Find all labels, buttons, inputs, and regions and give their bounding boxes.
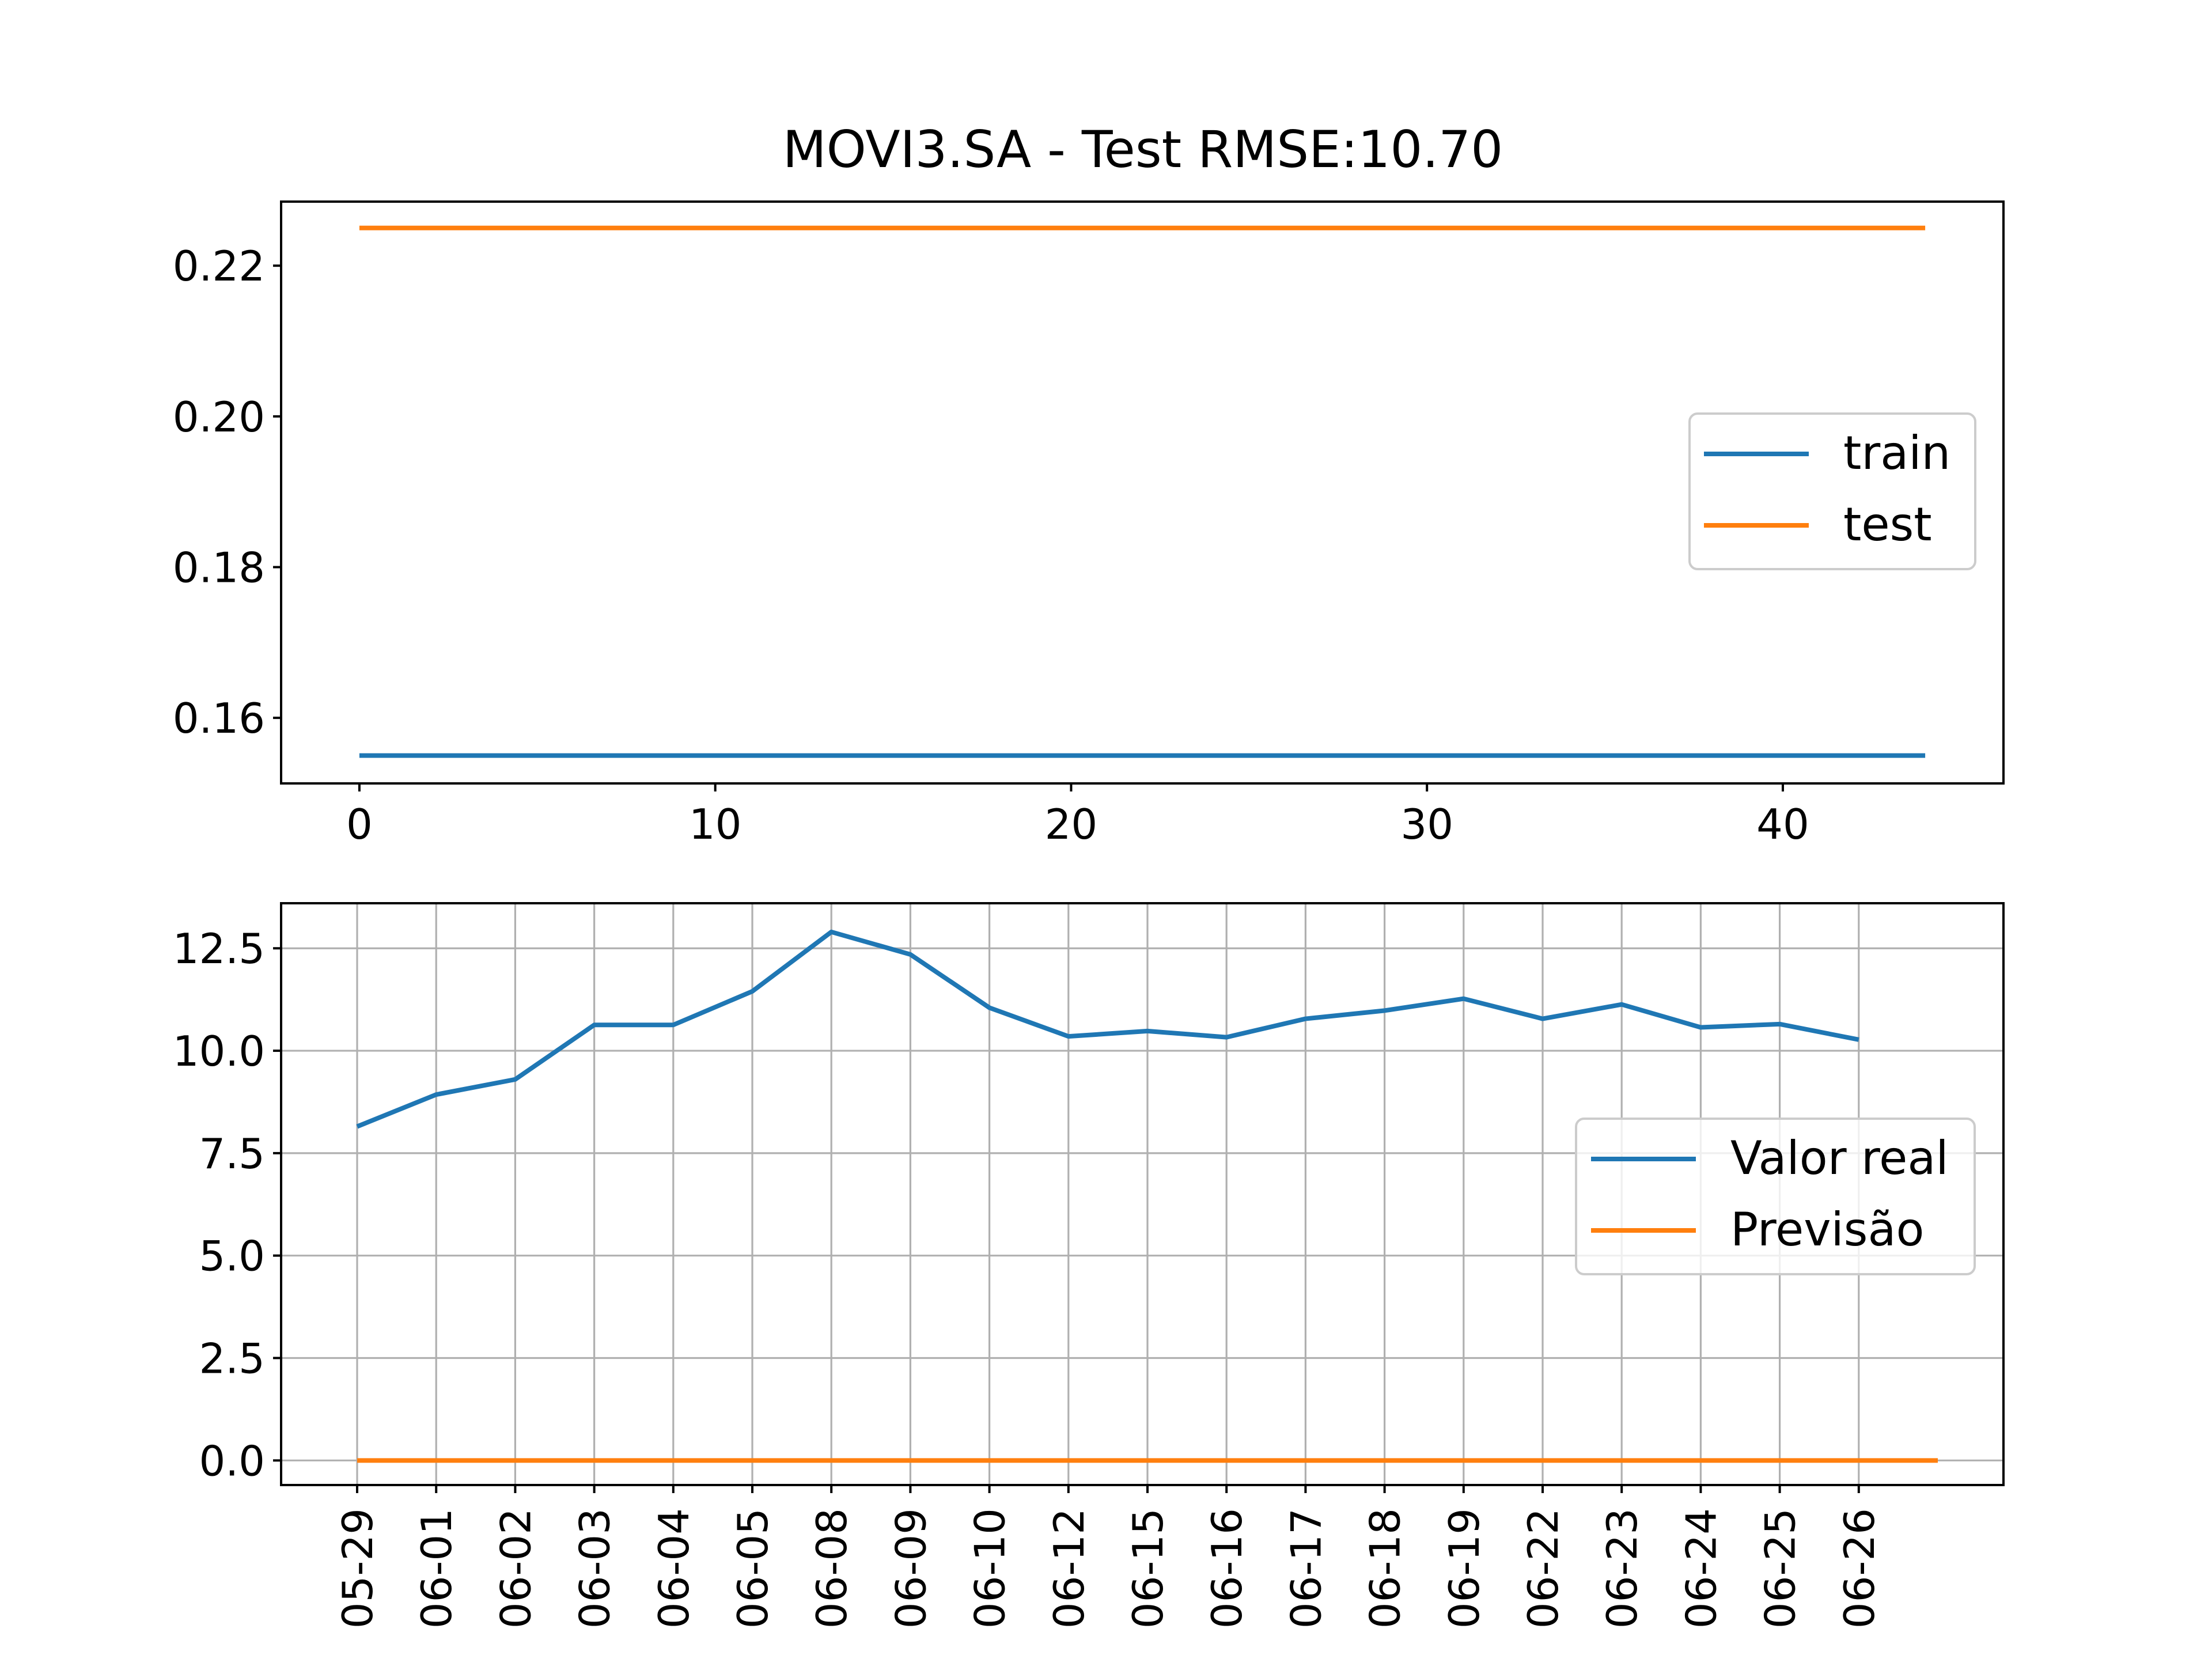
top-axes: 0.16 0.18 0.20 0.22 0 10 20 30 40 train test — [173, 200, 2005, 849]
top-legend: train test — [1688, 412, 1976, 570]
bottom-x-tick-label: 06-10 — [966, 1508, 1014, 1628]
bottom-series-group — [356, 929, 1938, 1463]
bottom-axes-frame — [280, 902, 2005, 1486]
bottom-x-tick-label: 06-03 — [571, 1508, 619, 1628]
top-x-tick-label: 30 — [1400, 800, 1453, 849]
top-axes-frame — [280, 200, 2005, 785]
legend-test-label: test — [1843, 498, 1932, 551]
bottom-legend: Valor real Previsão — [1575, 1118, 1976, 1275]
bottom-y-tick-label: 12.5 — [173, 925, 265, 973]
series-line-valor-real — [356, 929, 1859, 1129]
bottom-axes: 0.0 2.5 5.0 7.5 10.0 12.5 05-29 06-01 06-02 06-0… — [173, 902, 2005, 1628]
bottom-x-tick-label: 06-26 — [1835, 1508, 1884, 1628]
legend-previsao-label: Previsão — [1730, 1203, 1924, 1256]
bottom-x-tick-label: 06-22 — [1519, 1508, 1567, 1628]
bottom-x-tick-label: 06-09 — [887, 1508, 935, 1628]
bottom-x-tick-label: 06-08 — [808, 1508, 856, 1628]
bottom-y-ticks: 0.0 2.5 5.0 7.5 10.0 12.5 — [173, 925, 281, 1485]
top-x-tick-label: 20 — [1045, 800, 1098, 849]
top-y-tick-label: 0.22 — [173, 242, 265, 290]
bottom-x-tick-label: 06-01 — [412, 1508, 461, 1628]
bottom-x-tick-label: 06-18 — [1361, 1508, 1410, 1628]
legend-train-label: train — [1843, 426, 1950, 480]
bottom-y-tick-label: 0.0 — [199, 1437, 265, 1485]
bottom-x-tick-label: 06-23 — [1598, 1508, 1646, 1628]
top-x-tick-label: 0 — [346, 800, 373, 849]
top-x-tick-label: 10 — [689, 800, 742, 849]
top-series-group — [359, 225, 1926, 758]
bottom-x-ticks: 05-29 06-01 06-02 06-03 06-04 06-05 06-08 06-09… — [334, 1485, 1884, 1628]
bottom-x-tick-label: 06-05 — [729, 1508, 777, 1628]
top-y-ticks: 0.16 0.18 0.20 0.22 — [173, 242, 281, 743]
bottom-x-tick-label: 06-17 — [1282, 1508, 1330, 1628]
bottom-x-tick-label: 06-12 — [1045, 1508, 1093, 1628]
bottom-x-tick-label: 06-25 — [1756, 1508, 1805, 1628]
bottom-x-tick-label: 06-19 — [1440, 1508, 1488, 1628]
bottom-y-tick-label: 2.5 — [199, 1335, 265, 1383]
top-y-tick-label: 0.16 — [173, 694, 265, 743]
top-x-tick-label: 40 — [1756, 800, 1809, 849]
top-x-ticks: 0 10 20 30 40 — [346, 783, 1809, 849]
chart-title: MOVI3.SA - Test RMSE:10.70 — [783, 120, 1503, 179]
bottom-x-tick-label: 06-24 — [1677, 1508, 1725, 1628]
bottom-y-tick-label: 5.0 — [199, 1232, 265, 1281]
bottom-y-tick-label: 7.5 — [199, 1130, 265, 1178]
bottom-x-tick-label: 06-16 — [1203, 1508, 1251, 1628]
bottom-x-tick-label: 06-15 — [1124, 1508, 1172, 1628]
top-y-tick-label: 0.20 — [173, 393, 265, 441]
top-y-tick-label: 0.18 — [173, 544, 265, 592]
legend-valor-real-label: Valor real — [1730, 1131, 1949, 1185]
bottom-y-tick-label: 10.0 — [173, 1027, 265, 1075]
bottom-x-tick-label: 06-02 — [491, 1508, 540, 1628]
bottom-x-tick-label: 06-04 — [650, 1508, 698, 1628]
bottom-x-tick-label: 05-29 — [334, 1508, 382, 1628]
